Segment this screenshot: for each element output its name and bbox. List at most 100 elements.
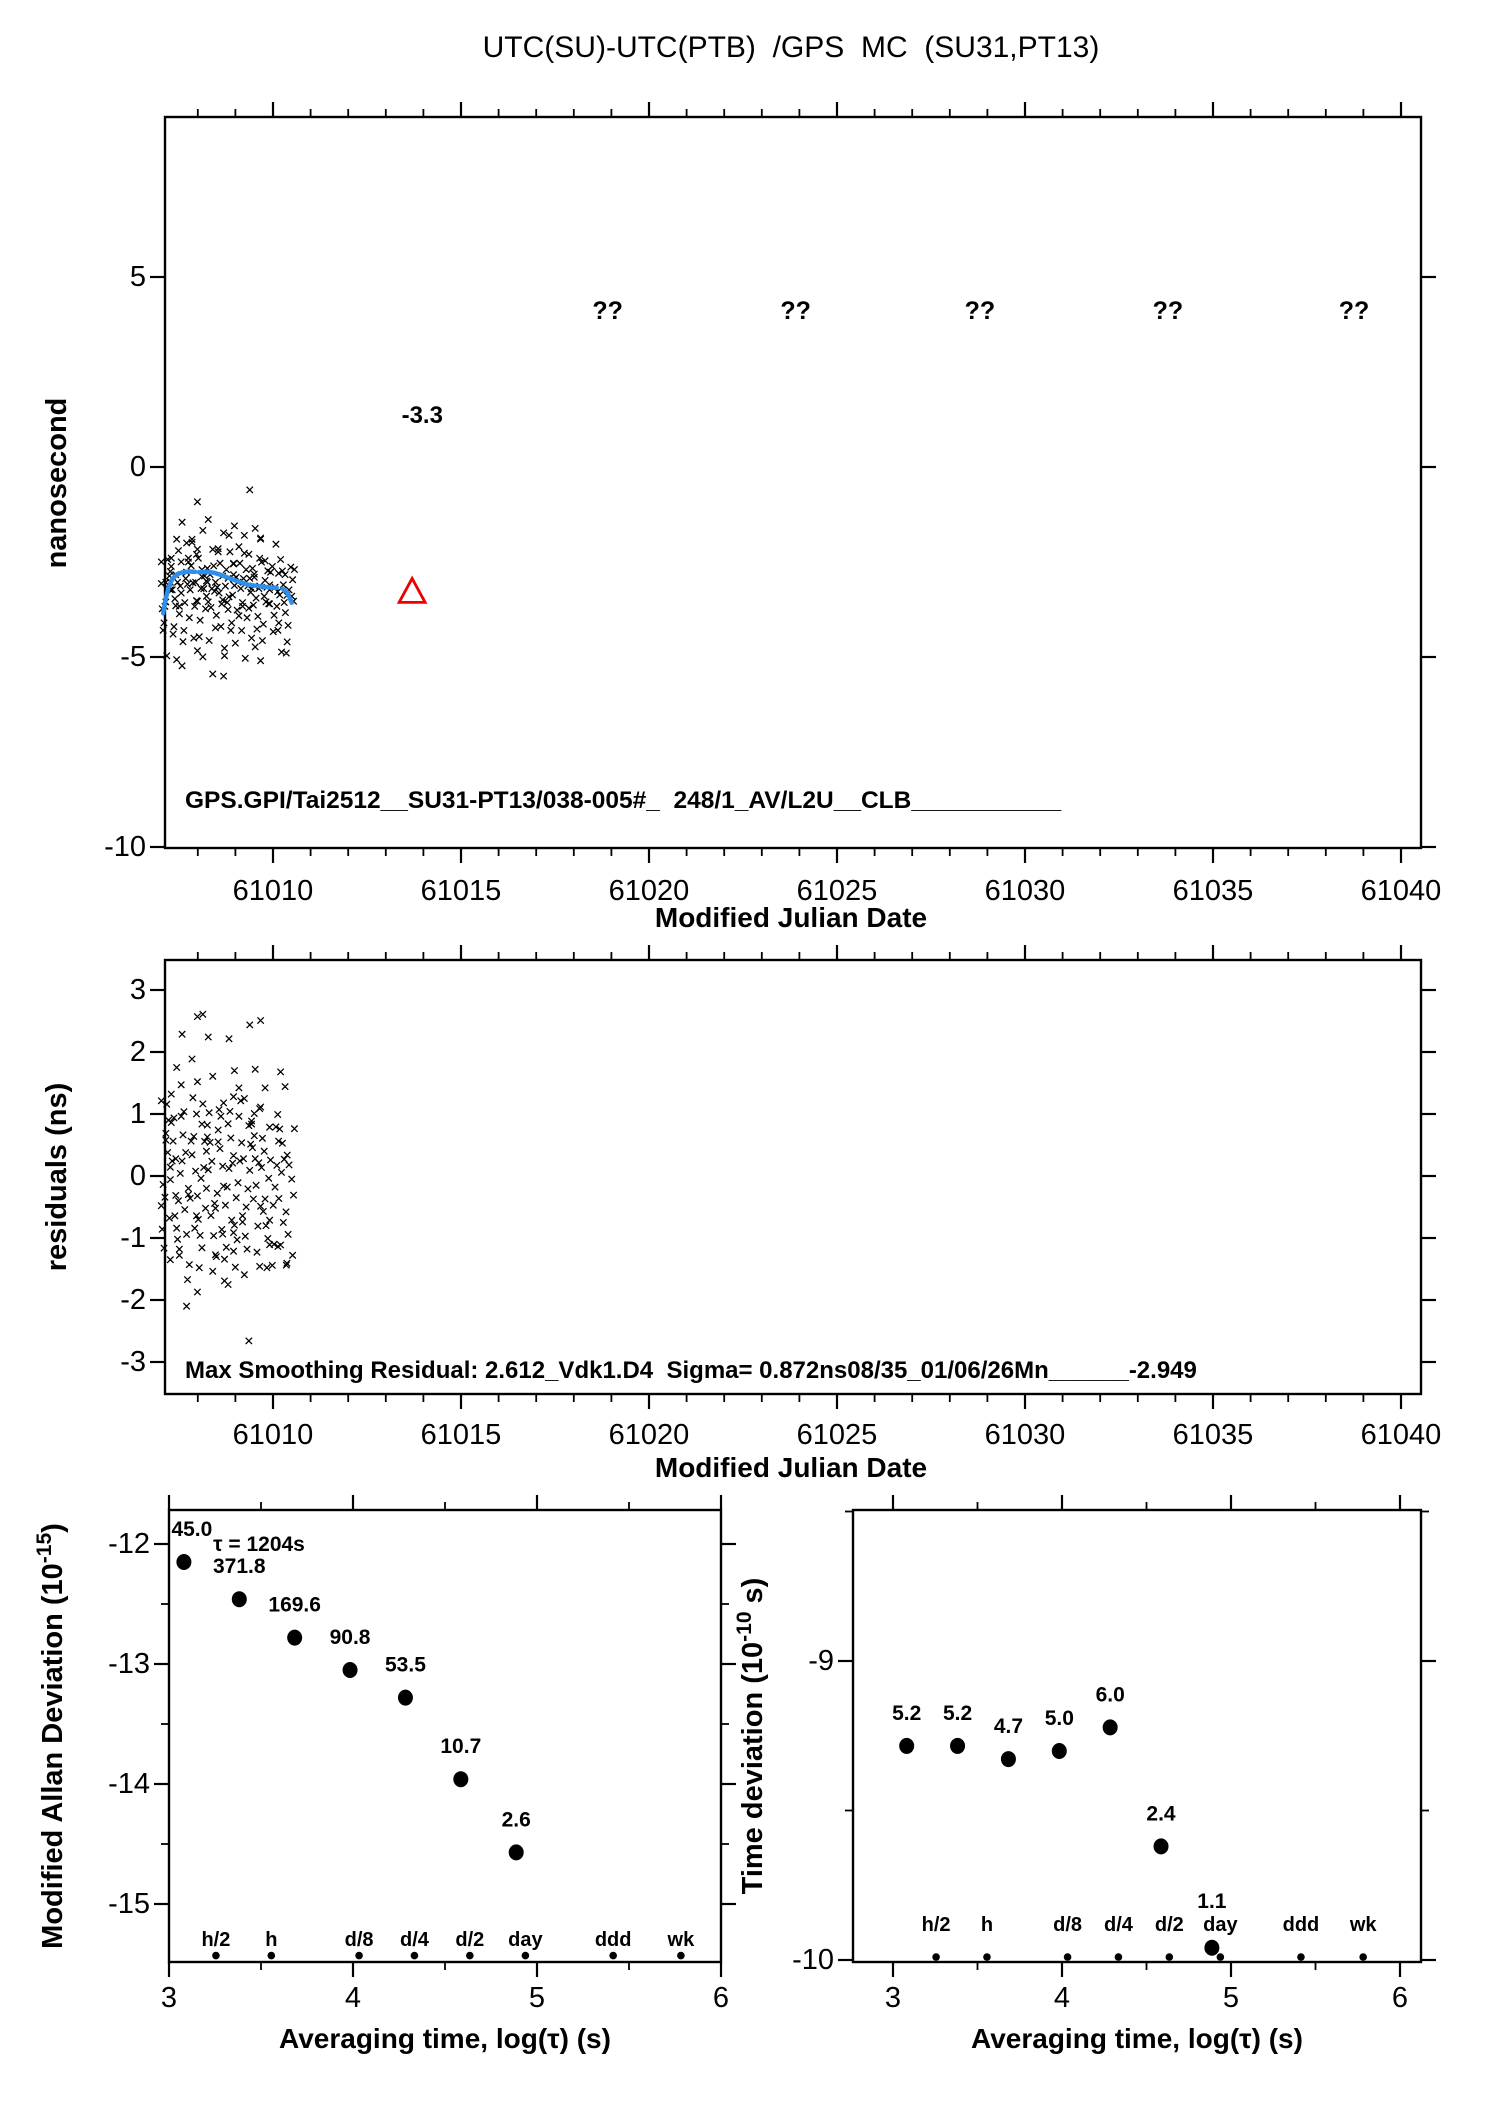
y-tick-label: -13 — [108, 1648, 150, 1680]
mdev-x-axis-title: Averaging time, log(τ) (s) — [279, 2023, 611, 2054]
x-tick-label: 61010 — [233, 875, 314, 907]
x-tick-label: 61035 — [1173, 1419, 1254, 1451]
y-tick-label: -15 — [108, 1888, 150, 1920]
x-tick-label: 61040 — [1361, 1419, 1442, 1451]
y-tick-label: -12 — [108, 1528, 150, 1560]
data-point-label: 53.5 — [385, 1654, 426, 1677]
tau-tick-label: d/2 — [1155, 1914, 1184, 1936]
tau-tick-label: d/2 — [455, 1929, 484, 1951]
y-tick-label: 2 — [130, 1036, 146, 1068]
x-tick-label: 6 — [713, 1982, 729, 2014]
phase-panel: 61010 61015 61020 61025 61030 61035 61040 5 0 -5 -… — [41, 102, 1441, 933]
missing-data-mark: ?? — [965, 297, 996, 325]
data-point-label: 2.6 — [502, 1808, 531, 1831]
y-tick-label: -10 — [104, 831, 146, 863]
data-point — [342, 1662, 358, 1678]
tau-tick-dot — [677, 1951, 685, 1960]
panel-border — [851, 1508, 1423, 1964]
prediction-value-label: -3.3 — [402, 402, 443, 429]
data-point — [899, 1737, 915, 1754]
x-tick-label: 61010 — [233, 1419, 314, 1451]
y-tick-label: -14 — [108, 1768, 150, 1800]
data-point-label: 4.7 — [994, 1715, 1023, 1738]
tdev-y-axis-title: Time deviation (10-10​ s) — [733, 1578, 769, 1895]
data-point — [1000, 1751, 1016, 1768]
tau-tick-dot — [267, 1951, 276, 1960]
x-tick-label: 61020 — [609, 1419, 690, 1451]
x-tick-label: 3 — [885, 1982, 901, 2014]
data-point — [287, 1629, 303, 1646]
tdev-panel: 3 4 5 6 -9 -10 Averaging time, log(τ) (s) Time … — [733, 1495, 1436, 2054]
tdev-x-axis-title: Averaging time, log(τ) (s) — [971, 2023, 1303, 2054]
mdev-panel: 3 4 5 6 -12 -13 -14 -15 Averaging time, log(τ) (… — [33, 1495, 736, 2054]
data-point-label: 6.0 — [1096, 1683, 1125, 1706]
tau-tick-label: ddd — [1283, 1914, 1320, 1936]
data-point — [508, 1844, 524, 1861]
tau-tick-dot — [932, 1953, 940, 1961]
x-tick-label: 61030 — [985, 1419, 1066, 1451]
x-tick-label: 61040 — [1361, 875, 1442, 907]
x-tick-label: 5 — [529, 1982, 545, 2014]
y-tick-label: -9 — [808, 1645, 834, 1677]
phase-y-axis-title: nanosecond — [41, 398, 73, 569]
x-tick-label: 3 — [161, 1982, 177, 2014]
tau-tick-dot — [983, 1953, 991, 1961]
tau-tick-label: h — [981, 1914, 993, 1936]
x-tick-label: 61020 — [609, 875, 690, 907]
y-tick-label: 3 — [130, 974, 146, 1006]
tau-tick-dot — [1297, 1953, 1305, 1961]
tau-tick-label: wk — [1349, 1914, 1378, 1936]
tau-tick-label: wk — [667, 1929, 696, 1951]
data-point-label: 2.4 — [1146, 1802, 1176, 1825]
y-tick-label: -2 — [120, 1284, 146, 1316]
data-point-label: 5.2 — [892, 1702, 921, 1725]
x-tick-label: 61015 — [421, 875, 502, 907]
tau-tick-dot — [1063, 1953, 1072, 1961]
y-tick-label: 0 — [130, 1160, 146, 1192]
tau-tick-label: h/2 — [922, 1914, 951, 1936]
data-point — [176, 1554, 192, 1570]
data-point — [231, 1591, 247, 1608]
phase-x-axis-title: Modified Julian Date — [655, 902, 927, 933]
data-point-label: 45.0 — [171, 1518, 212, 1541]
tau-tick-dot — [212, 1951, 220, 1960]
data-point-label: 1.1 — [1197, 1890, 1227, 1913]
mdev-y-axis-title: Modified Allan Deviation (10-15​) — [33, 1523, 69, 1949]
y-tick-label: -10 — [792, 1944, 834, 1976]
data-point — [453, 1771, 469, 1788]
y-tick-label: 5 — [130, 261, 146, 293]
tau-tick-label: d/4 — [400, 1929, 430, 1951]
tau-tick-dot — [521, 1951, 530, 1960]
data-point-label: 10.7 — [440, 1735, 481, 1758]
y-tick-label: -3 — [120, 1346, 146, 1378]
missing-data-mark: ?? — [1153, 297, 1184, 325]
x-tick-label: 4 — [345, 1982, 361, 2014]
tau-tick-label: d/4 — [1104, 1914, 1134, 1936]
tau-tick-label: d/8 — [1053, 1914, 1082, 1936]
residuals-scatter-points — [157, 1010, 299, 1345]
data-point — [1051, 1742, 1067, 1759]
tau-tick-dot — [410, 1951, 419, 1960]
smoothing-line — [160, 569, 198, 616]
tau-tick-dot — [1359, 1953, 1367, 1961]
x-tick-label: 61025 — [797, 1419, 878, 1451]
tau-tick-label: h — [265, 1929, 277, 1951]
tau-tick-label: day — [508, 1929, 543, 1951]
data-point-label: 90.8 — [330, 1626, 371, 1649]
phase-footer-label: GPS.GPI/Tai2512__SU31-PT13/038-005#_ 248… — [185, 787, 1062, 814]
tau-tick-label: day — [1203, 1914, 1238, 1936]
x-tick-label: 61015 — [421, 1419, 502, 1451]
data-point-label: 5.2 — [943, 1702, 972, 1725]
tau-tick-label: ddd — [595, 1929, 632, 1951]
tau-tick-dot — [355, 1951, 363, 1960]
y-tick-label: -1 — [120, 1222, 146, 1254]
tau-tick-dot — [609, 1951, 617, 1960]
tau-tick-dot — [466, 1951, 474, 1960]
figure-title: UTC(SU)-UTC(PTB) /GPS MC (SU31,PT13) — [483, 31, 1100, 64]
smoothing-line — [196, 569, 280, 591]
data-point — [1153, 1838, 1169, 1855]
y-tick-label: 0 — [130, 451, 146, 483]
